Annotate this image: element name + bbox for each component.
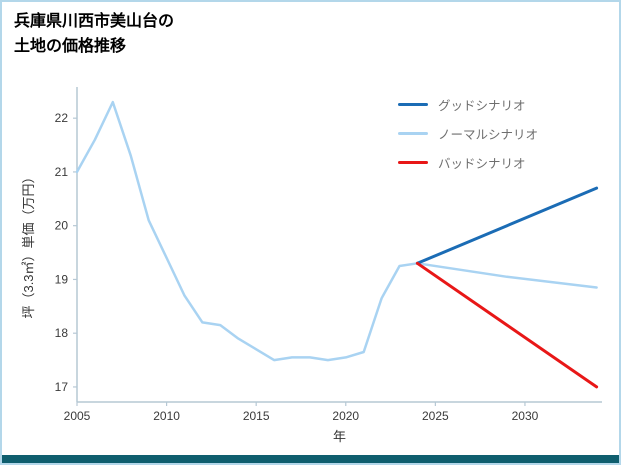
page-title: 兵庫県川西市美山台の 土地の価格推移 xyxy=(14,10,174,60)
y-tick-label: 21 xyxy=(55,165,69,179)
legend-label: グッドシナリオ xyxy=(438,99,526,113)
x-tick-label: 2020 xyxy=(332,409,359,423)
x-tick-label: 2010 xyxy=(153,409,180,423)
legend-item-0: グッドシナリオ xyxy=(398,95,538,114)
y-tick-label: 17 xyxy=(55,380,69,394)
x-tick-label: 2005 xyxy=(64,409,91,423)
page-title-line1: 兵庫県川西市美山台の xyxy=(14,13,175,30)
page-title-line2: 土地の価格推移 xyxy=(14,37,127,55)
y-tick-label: 18 xyxy=(55,326,69,340)
legend-line-swatch xyxy=(398,132,428,135)
price-line-chart: 17 18 19 20 21 22 2005 2010 2015 2020 2025 2030 年 坪（3… xyxy=(21,87,602,444)
x-tick-label: 2030 xyxy=(512,409,539,423)
y-tick-label: 19 xyxy=(55,272,69,286)
series-line-0 xyxy=(415,186,599,265)
x-tick-label: 2015 xyxy=(243,409,270,423)
legend-line-swatch xyxy=(398,161,428,164)
y-axis-title: 坪（3.3㎡）単価（万円） xyxy=(21,170,36,318)
x-tick-label: 2025 xyxy=(422,409,449,423)
legend-item-2: バッドシナリオ xyxy=(398,153,538,172)
series-line-2 xyxy=(415,261,599,389)
chart-legend: グッドシナリオ ノーマルシナリオ バッドシナリオ xyxy=(398,95,538,172)
footer-bar xyxy=(2,455,619,463)
legend-item-1: ノーマルシナリオ xyxy=(398,124,538,143)
legend-label: バッドシナリオ xyxy=(438,157,526,171)
y-tick-label: 22 xyxy=(55,111,69,125)
x-axis-title: 年 xyxy=(333,429,346,444)
legend-label: ノーマルシナリオ xyxy=(438,128,539,142)
y-tick-label: 20 xyxy=(55,219,69,233)
series-line-1 xyxy=(75,100,598,362)
legend-line-swatch xyxy=(398,103,428,106)
